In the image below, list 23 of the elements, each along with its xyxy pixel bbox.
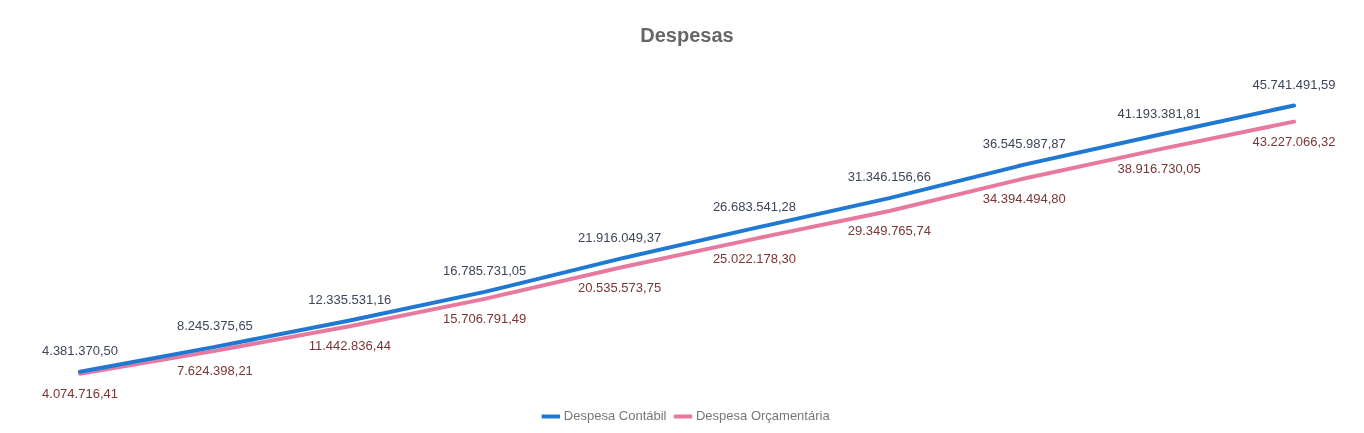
data-label: 38.916.730,05 xyxy=(1117,161,1201,177)
data-label: 34.394.494,80 xyxy=(982,190,1066,206)
data-label: 4.381.370,50 xyxy=(42,342,118,358)
data-label: 36.545.987,87 xyxy=(982,135,1066,151)
data-label: 16.785.731,05 xyxy=(443,262,527,278)
data-label: 26.683.541,28 xyxy=(712,199,797,215)
data-label: 12.335.531,16 xyxy=(308,291,392,307)
legend-label: Despesa Orçamentária xyxy=(695,408,831,424)
data-label: 25.022.178,30 xyxy=(712,250,797,266)
data-label: 20.535.573,75 xyxy=(577,279,662,295)
chart-title: Despesas xyxy=(640,23,734,46)
legend-label: Despesa Contábil xyxy=(563,408,667,424)
data-label: 41.193.381,81 xyxy=(1117,105,1201,121)
data-label: 4.074.716,41 xyxy=(42,385,118,401)
data-label: 21.916.049,37 xyxy=(577,229,662,245)
data-label: 7.624.398,21 xyxy=(176,362,253,378)
data-label: 8.245.375,65 xyxy=(176,317,253,333)
data-label: 45.741.491,59 xyxy=(1252,76,1336,92)
data-label: 31.346.156,66 xyxy=(847,169,931,185)
data-label: 15.706.791,49 xyxy=(443,310,527,326)
data-label: 29.349.765,74 xyxy=(847,223,931,239)
data-label: 11.442.836,44 xyxy=(308,338,391,354)
data-label: 43.227.066,32 xyxy=(1252,133,1336,149)
